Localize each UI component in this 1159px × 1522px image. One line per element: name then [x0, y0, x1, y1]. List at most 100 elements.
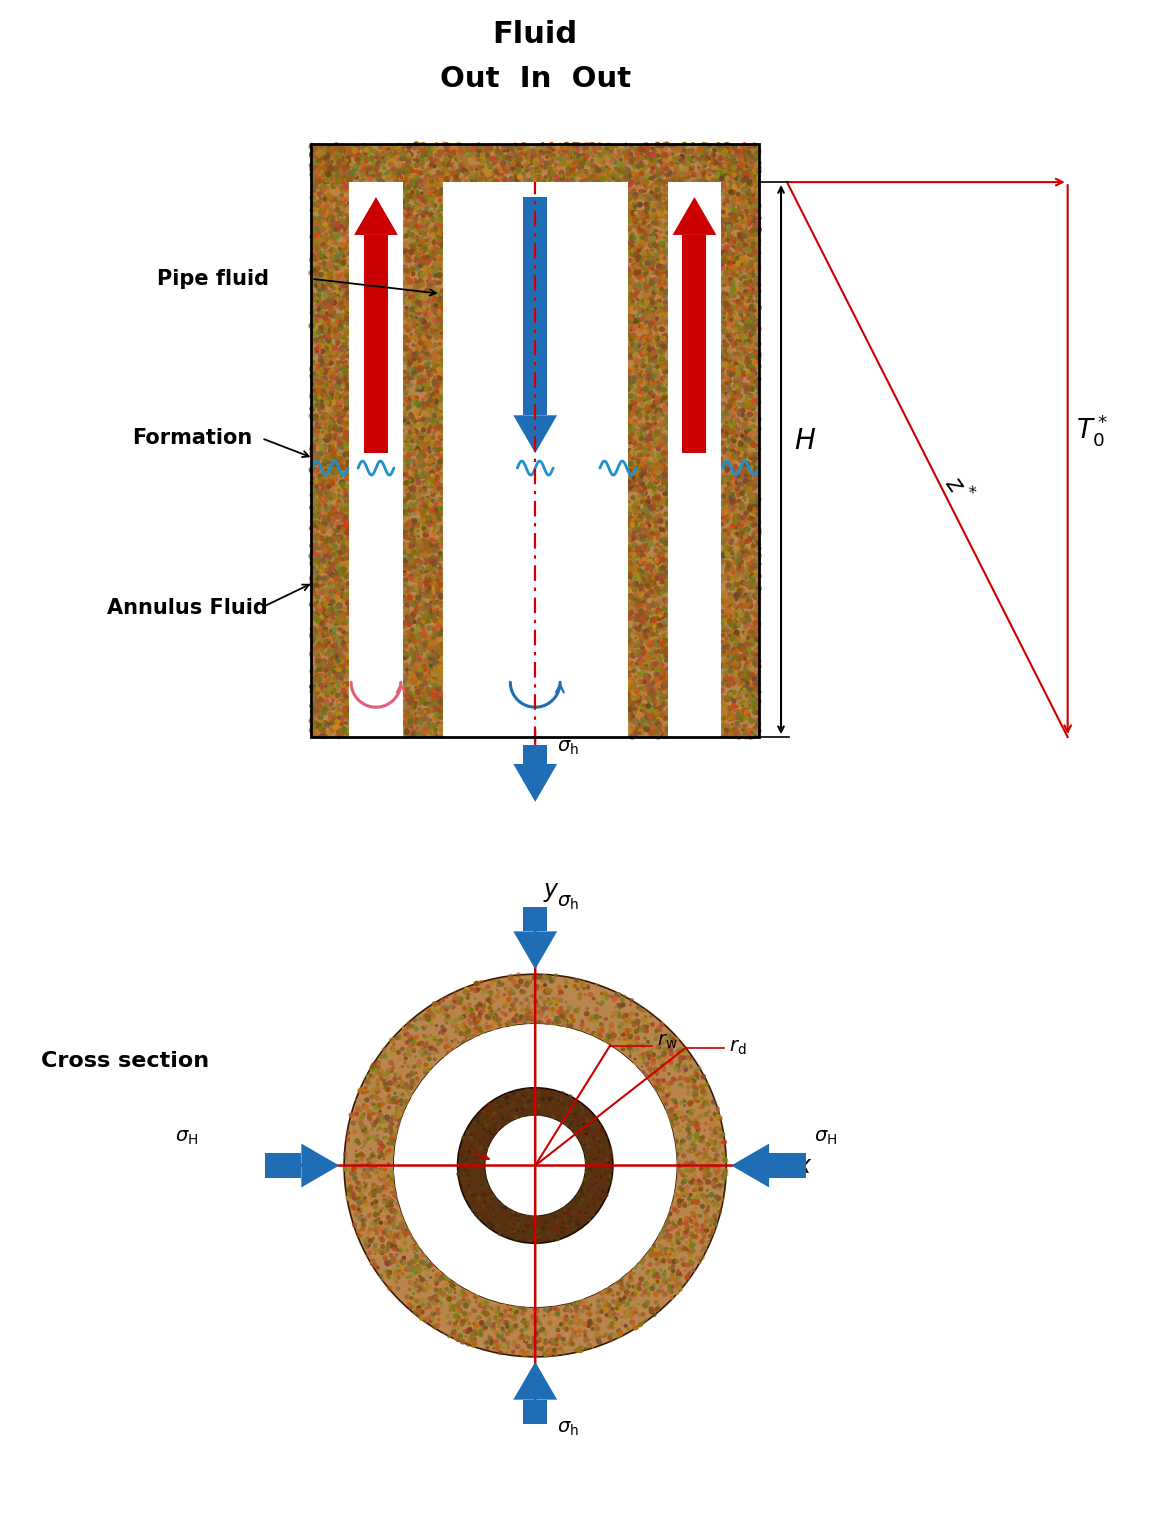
Point	[333, 578, 351, 603]
Point	[738, 143, 757, 167]
Point	[403, 1032, 422, 1056]
Point	[314, 507, 333, 531]
Point	[429, 245, 447, 269]
Point	[435, 161, 453, 186]
Point	[635, 298, 654, 323]
Point	[418, 715, 437, 740]
Point	[338, 272, 357, 297]
Point	[653, 571, 671, 595]
Point	[661, 160, 679, 184]
Point	[413, 447, 431, 472]
Point	[308, 577, 327, 601]
Point	[722, 530, 741, 554]
Point	[523, 1100, 541, 1125]
Point	[420, 202, 438, 227]
Point	[486, 1117, 504, 1142]
Point	[352, 1142, 371, 1166]
Point	[589, 1018, 607, 1043]
Point	[399, 380, 417, 405]
Point	[325, 157, 343, 181]
Point	[519, 971, 538, 995]
Point	[743, 461, 761, 486]
Point	[420, 174, 438, 198]
Point	[656, 464, 675, 489]
Point	[314, 470, 333, 495]
Point	[653, 409, 671, 434]
Point	[423, 534, 442, 559]
Point	[387, 1262, 406, 1286]
Point	[580, 167, 598, 192]
Point	[628, 473, 647, 498]
Point	[416, 473, 435, 498]
Point	[330, 478, 349, 502]
Point	[646, 671, 664, 696]
Point	[369, 1196, 387, 1221]
Point	[619, 193, 637, 218]
Point	[726, 685, 744, 709]
Point	[413, 272, 431, 297]
Point	[728, 627, 746, 651]
Point	[630, 137, 649, 161]
Point	[622, 207, 641, 231]
Point	[508, 1090, 526, 1114]
Point	[399, 479, 417, 504]
Point	[421, 575, 439, 600]
Point	[585, 1116, 604, 1140]
Point	[504, 1218, 523, 1242]
Point	[425, 260, 444, 285]
Point	[719, 323, 737, 347]
Point	[715, 517, 734, 542]
Point	[428, 476, 446, 501]
Point	[683, 1108, 701, 1132]
Point	[414, 333, 432, 358]
Point	[683, 1201, 701, 1225]
Point	[707, 146, 726, 170]
Point	[730, 347, 749, 371]
Point	[548, 1297, 567, 1321]
Point	[642, 653, 661, 677]
Point	[722, 444, 741, 469]
Point	[612, 139, 630, 163]
Point	[471, 1294, 489, 1318]
Point	[471, 135, 489, 160]
Point	[328, 160, 347, 184]
Point	[348, 142, 366, 166]
Point	[323, 647, 342, 671]
Point	[735, 479, 753, 504]
Point	[406, 460, 424, 484]
Point	[309, 479, 328, 504]
Point	[724, 163, 743, 187]
Point	[654, 259, 672, 283]
Point	[574, 1015, 592, 1040]
Point	[653, 306, 671, 330]
Point	[431, 522, 450, 546]
Point	[305, 154, 323, 178]
Point	[334, 472, 352, 496]
Point	[515, 973, 533, 997]
Point	[644, 618, 663, 642]
Point	[394, 177, 413, 201]
Point	[589, 1193, 607, 1218]
Point	[331, 139, 350, 163]
Point	[622, 627, 641, 651]
Point	[627, 400, 646, 425]
Point	[424, 519, 443, 543]
Point	[723, 269, 742, 294]
Point	[442, 1009, 460, 1033]
Point	[407, 458, 425, 482]
Point	[336, 560, 355, 584]
Point	[414, 225, 432, 250]
Point	[308, 160, 327, 184]
Point	[657, 531, 676, 556]
Point	[661, 1199, 679, 1224]
Point	[735, 142, 753, 166]
Point	[633, 472, 651, 496]
Point	[656, 192, 675, 216]
Point	[399, 700, 417, 724]
Point	[355, 151, 373, 175]
Point	[424, 627, 443, 651]
Point	[417, 180, 436, 204]
Point	[580, 1117, 598, 1142]
Point	[309, 645, 328, 670]
Point	[388, 1259, 407, 1283]
